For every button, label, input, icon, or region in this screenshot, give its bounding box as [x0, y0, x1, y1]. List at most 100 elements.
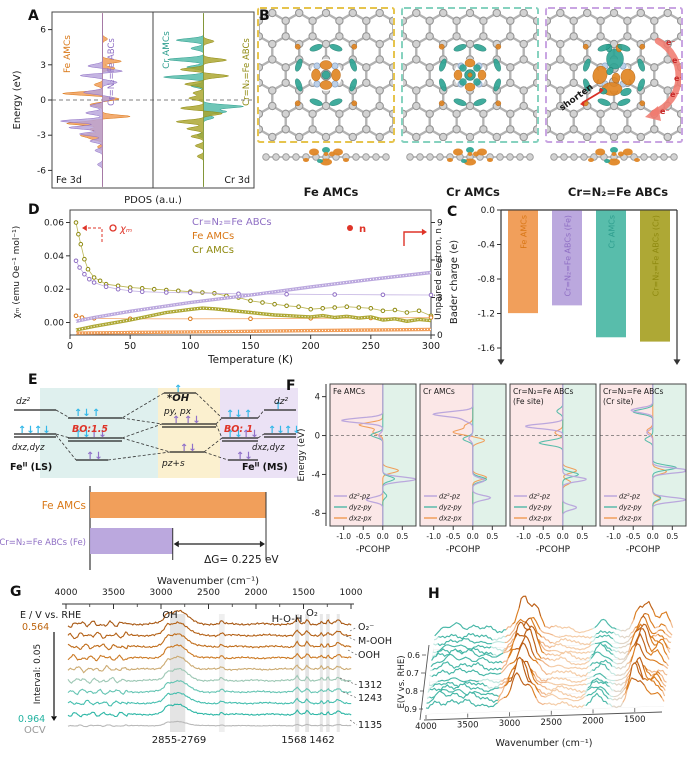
svg-text:Fe AMCs: Fe AMCs	[63, 35, 73, 73]
svg-text:-0.8: -0.8	[477, 275, 495, 285]
svg-text:-0.5: -0.5	[356, 532, 371, 541]
svg-text:0: 0	[315, 431, 320, 441]
svg-text:n: n	[359, 224, 366, 235]
svg-text:dz²-pz: dz²-pz	[619, 493, 640, 501]
svg-text:dxz-px: dxz-px	[349, 515, 373, 523]
svg-text:150: 150	[241, 341, 259, 352]
svg-text:0.0: 0.0	[557, 532, 569, 541]
svg-text:Cr AMCs: Cr AMCs	[192, 245, 234, 256]
svg-text:(Cr site): (Cr site)	[603, 397, 634, 406]
svg-text:-8: -8	[312, 509, 320, 519]
svg-text:300: 300	[422, 341, 440, 352]
svg-text:OCV: OCV	[24, 725, 46, 736]
svg-text:-0.5: -0.5	[446, 532, 461, 541]
svg-text:-6: -6	[37, 166, 46, 176]
svg-text:0.0: 0.0	[467, 532, 479, 541]
svg-text:O₂⁻: O₂⁻	[358, 622, 374, 633]
svg-text:0.6: 0.6	[407, 651, 420, 660]
panel-b-charge-density-diagram: e⁻e⁻e⁻e⁻e⁻shorten	[257, 7, 683, 166]
svg-text:↑↓: ↑↓	[236, 451, 253, 462]
svg-text:0.0: 0.0	[377, 532, 389, 541]
svg-text:-1.6: -1.6	[477, 344, 495, 354]
svg-text:Unpaired electron, n: Unpaired electron, n	[434, 228, 444, 320]
svg-text:Cr=N₂=Fe ABCs (Fe): Cr=N₂=Fe ABCs (Fe)	[564, 215, 573, 297]
svg-text:dyz-py: dyz-py	[439, 504, 463, 512]
svg-text:dxz,dyz: dxz,dyz	[12, 443, 45, 453]
svg-text:e⁻: e⁻	[666, 38, 676, 47]
svg-text:↑↓: ↑↓	[86, 451, 103, 462]
svg-text:6: 6	[40, 26, 46, 36]
svg-text:FeII (LS): FeII (LS)	[10, 461, 52, 474]
svg-text:↑↓: ↑↓	[180, 443, 197, 454]
legend-chip-fe-amcs: Fe AMCs	[303, 184, 359, 199]
svg-text:0.0: 0.0	[481, 206, 496, 216]
svg-text:Energy (eV): Energy (eV)	[12, 70, 23, 129]
svg-text:Wavenumber (cm⁻¹): Wavenumber (cm⁻¹)	[157, 576, 259, 587]
svg-text:H-O-H: H-O-H	[272, 614, 303, 625]
svg-text:0: 0	[40, 96, 46, 106]
svg-text:OH: OH	[162, 610, 177, 621]
svg-text:dz²: dz²	[274, 397, 288, 407]
svg-text:-0.5: -0.5	[626, 532, 641, 541]
svg-text:↑↓: ↑↓	[226, 409, 243, 420]
svg-text:0.8: 0.8	[405, 687, 418, 696]
svg-text:-PCOHP: -PCOHP	[446, 545, 481, 555]
svg-text:Cr=N₂=Fe ABCs: Cr=N₂=Fe ABCs	[107, 38, 117, 106]
svg-text:Temperature (K): Temperature (K)	[207, 354, 293, 366]
svg-text:Fe AMCs: Fe AMCs	[520, 215, 529, 249]
svg-text:100: 100	[181, 341, 199, 352]
svg-text:6: 6	[437, 256, 443, 266]
svg-text:250: 250	[362, 341, 380, 352]
svg-text:0.9: 0.9	[404, 705, 417, 714]
svg-text:↑: ↑	[92, 408, 100, 419]
svg-text:O₂: O₂	[306, 608, 318, 619]
svg-text:χₘ (emu Oe⁻¹ mol⁻¹): χₘ (emu Oe⁻¹ mol⁻¹)	[12, 226, 22, 319]
svg-text:-0.4: -0.4	[477, 241, 495, 251]
svg-text:↑: ↑	[174, 384, 182, 395]
svg-text:0.5: 0.5	[396, 532, 408, 541]
svg-text:-1.2: -1.2	[477, 310, 495, 320]
svg-text:e⁻: e⁻	[670, 90, 680, 99]
legend-chip-cr-amcs: Cr AMCs	[446, 184, 500, 199]
svg-text:1135: 1135	[358, 720, 382, 731]
svg-text:3000: 3000	[150, 588, 173, 598]
svg-text:Cr AMCs: Cr AMCs	[423, 387, 455, 396]
svg-text:↑↓: ↑↓	[18, 425, 35, 436]
svg-text:0.02: 0.02	[44, 285, 64, 295]
svg-text:E / V vs. RHE: E / V vs. RHE	[20, 610, 81, 621]
svg-text:Interval: 0.05: Interval: 0.05	[33, 644, 43, 704]
svg-text:2000: 2000	[582, 716, 604, 726]
svg-text:OOH: OOH	[358, 650, 380, 661]
svg-text:Cr=N₂=Fe ABCs (Cr): Cr=N₂=Fe ABCs (Cr)	[652, 215, 661, 296]
panel-c-bader-charge-chart: 0.0 -0.4 -0.8 -1.2 -1.6 Bader charge (e) Fe AM…	[449, 206, 681, 365]
svg-text:↑↓: ↑↓	[74, 408, 91, 419]
svg-text:BO:1.5: BO:1.5	[72, 424, 108, 435]
svg-text:-3: -3	[37, 131, 46, 141]
svg-text:ΔG= 0.225 eV: ΔG= 0.225 eV	[204, 554, 279, 566]
svg-text:Fe AMCs: Fe AMCs	[42, 500, 86, 512]
svg-text:Cr=N₂=Fe ABCs: Cr=N₂=Fe ABCs	[192, 217, 272, 228]
svg-text:py, px: py, px	[163, 407, 192, 417]
svg-text:↑: ↑	[172, 415, 180, 426]
svg-text:↑↓: ↑↓	[90, 429, 107, 440]
svg-text:BO: 1: BO: 1	[224, 424, 253, 435]
svg-text:χₘ: χₘ	[119, 224, 132, 235]
svg-text:0.5: 0.5	[666, 532, 678, 541]
panel-f-pcohp-chart: 4 0 -4 -8 Energy (eV) Fe AMCs dz²-pz dyz-py dxz-…	[297, 383, 687, 555]
svg-text:-1.0: -1.0	[516, 532, 531, 541]
svg-text:3: 3	[437, 294, 443, 304]
svg-text:Fe 3d: Fe 3d	[56, 175, 82, 186]
svg-text:0.5: 0.5	[486, 532, 498, 541]
svg-text:↑: ↑	[244, 409, 252, 420]
svg-text:0.5: 0.5	[576, 532, 588, 541]
svg-text:e⁻: e⁻	[660, 107, 670, 116]
svg-text:2500: 2500	[540, 718, 562, 728]
svg-text:-PCOHP: -PCOHP	[626, 545, 661, 555]
svg-text:4: 4	[315, 392, 320, 402]
panel-d-susceptibility-chart: 0 50 100 150 200 250 300 Temperature (K) 0.00 0.0…	[12, 209, 444, 366]
svg-text:200: 200	[302, 341, 320, 352]
svg-text:dxz-px: dxz-px	[529, 515, 553, 523]
svg-text:↑↓: ↑↓	[34, 425, 51, 436]
svg-text:1312: 1312	[358, 680, 382, 691]
svg-text:-4: -4	[312, 470, 320, 480]
